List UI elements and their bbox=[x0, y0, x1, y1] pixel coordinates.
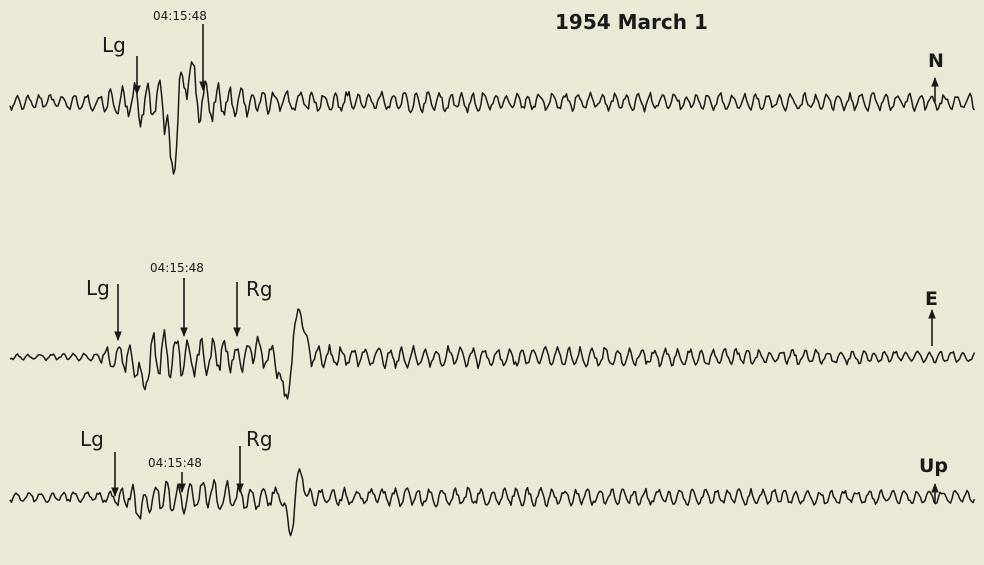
component-label: E bbox=[925, 288, 938, 310]
phase-label: Lg bbox=[102, 33, 126, 57]
component-label: Up bbox=[919, 455, 948, 477]
component-label: N bbox=[928, 50, 944, 72]
waveform bbox=[9, 61, 976, 175]
time-label: 04:15:48 bbox=[153, 9, 207, 23]
phase-label: Lg bbox=[80, 427, 104, 451]
waveform bbox=[9, 468, 976, 537]
time-label: 04:15:48 bbox=[150, 261, 204, 275]
title: 1954 March 1 bbox=[555, 10, 708, 34]
phase-label: Lg bbox=[86, 276, 110, 300]
time-label: 04:15:48 bbox=[148, 456, 202, 470]
phase-label: Rg bbox=[246, 277, 273, 301]
phase-label: Rg bbox=[246, 427, 273, 451]
waveform bbox=[9, 308, 976, 400]
